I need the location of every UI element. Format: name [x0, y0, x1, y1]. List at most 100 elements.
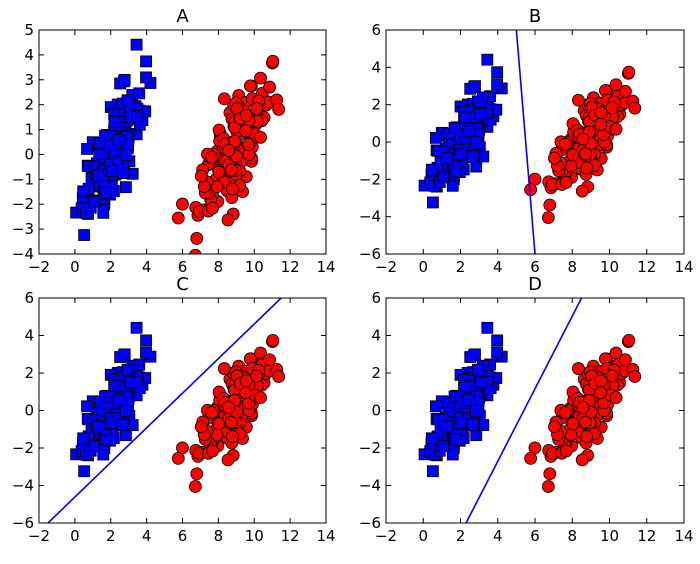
data-point: [263, 353, 276, 367]
y-tick-label: −2: [12, 439, 34, 457]
y-tick-label: 5: [24, 21, 34, 39]
data-point: [140, 334, 152, 347]
data-point: [472, 363, 484, 376]
y-tick-label: 6: [371, 289, 381, 307]
data-point: [572, 93, 585, 107]
data-point: [119, 404, 132, 417]
x-tick-label: 8: [567, 527, 577, 545]
data-point: [254, 391, 267, 405]
data-point: [124, 376, 136, 389]
data-point: [105, 417, 118, 429]
data-point: [576, 132, 590, 146]
blue-square-series: [70, 321, 157, 478]
plot-area: [70, 38, 286, 254]
data-point: [628, 101, 642, 115]
data-point: [140, 346, 152, 359]
data-point: [239, 124, 253, 138]
y-tick-label: 0: [371, 133, 381, 151]
y-tick-label: −3: [12, 220, 34, 238]
panel-title: C: [176, 274, 189, 295]
data-point: [108, 115, 121, 128]
data-point: [491, 334, 504, 347]
x-tick-label: 6: [178, 527, 188, 545]
data-point: [188, 480, 202, 493]
data-point: [100, 433, 112, 446]
data-point: [580, 161, 594, 175]
y-tick-label: −6: [359, 514, 381, 532]
y-tick-label: −6: [12, 514, 34, 532]
data-point: [254, 130, 267, 144]
x-tick-label: 6: [178, 258, 188, 276]
data-point: [116, 418, 129, 431]
data-point: [118, 348, 131, 361]
data-point: [228, 134, 242, 148]
y-tick-label: 6: [371, 21, 381, 39]
data-point: [140, 71, 152, 84]
data-point: [481, 53, 494, 66]
x-tick-label: 4: [142, 527, 152, 545]
data-point: [121, 363, 134, 376]
x-tick-label: 14: [316, 527, 335, 545]
panel-title: A: [176, 6, 189, 27]
data-point: [425, 163, 438, 176]
data-point: [576, 401, 590, 414]
data-point: [594, 386, 607, 400]
data-point: [206, 444, 219, 458]
x-tick-label: 10: [245, 527, 264, 545]
data-point: [559, 175, 573, 189]
data-point: [250, 102, 264, 116]
data-point: [467, 418, 479, 431]
data-point: [118, 74, 131, 86]
data-point: [224, 415, 238, 429]
x-tick-label: 0: [418, 258, 428, 276]
data-point: [239, 374, 253, 388]
data-point: [572, 362, 585, 375]
x-tick-label: 12: [281, 258, 300, 276]
data-point: [628, 370, 642, 383]
data-point: [217, 362, 231, 375]
x-tick-label: 0: [70, 527, 80, 545]
data-point: [272, 370, 286, 383]
data-point: [437, 440, 450, 453]
data-point: [130, 38, 143, 51]
data-point: [458, 380, 471, 392]
y-tick-label: 2: [371, 364, 381, 382]
data-point: [548, 420, 561, 434]
data-point: [455, 417, 468, 429]
data-point: [462, 393, 475, 406]
data-point: [116, 167, 129, 179]
data-point: [426, 196, 439, 209]
data-point: [130, 321, 143, 334]
data-point: [81, 400, 93, 413]
red-circle-series: [524, 333, 642, 493]
x-tick-label: 0: [70, 258, 80, 276]
x-tick-label: 10: [245, 258, 264, 276]
panel-c: −2 0 2 4 6 8 10 12 14 −6 −4 −2 0 2 4 6 C: [12, 274, 336, 545]
data-point: [243, 79, 257, 93]
x-tick-label: −2: [375, 527, 397, 545]
data-point: [112, 393, 125, 406]
y-tick-label: 2: [371, 96, 381, 114]
data-point: [266, 54, 280, 68]
data-point: [97, 206, 110, 219]
data-point: [176, 197, 189, 211]
data-point: [425, 432, 438, 445]
data-point: [575, 453, 589, 467]
panel-title: D: [528, 274, 542, 295]
data-point: [77, 185, 90, 198]
data-point: [558, 406, 572, 420]
x-tick-label: 2: [106, 527, 116, 545]
plot-area: [418, 30, 642, 254]
y-tick-label: 2: [24, 364, 34, 382]
data-point: [579, 415, 593, 429]
data-point: [112, 134, 125, 147]
panel-title: B: [529, 6, 541, 27]
data-point: [605, 369, 619, 383]
x-tick-label: −2: [28, 527, 50, 545]
data-point: [491, 346, 504, 359]
y-tick-label: 0: [371, 402, 381, 420]
data-point: [609, 78, 623, 92]
x-tick-label: 2: [456, 258, 466, 276]
data-point: [221, 453, 235, 467]
